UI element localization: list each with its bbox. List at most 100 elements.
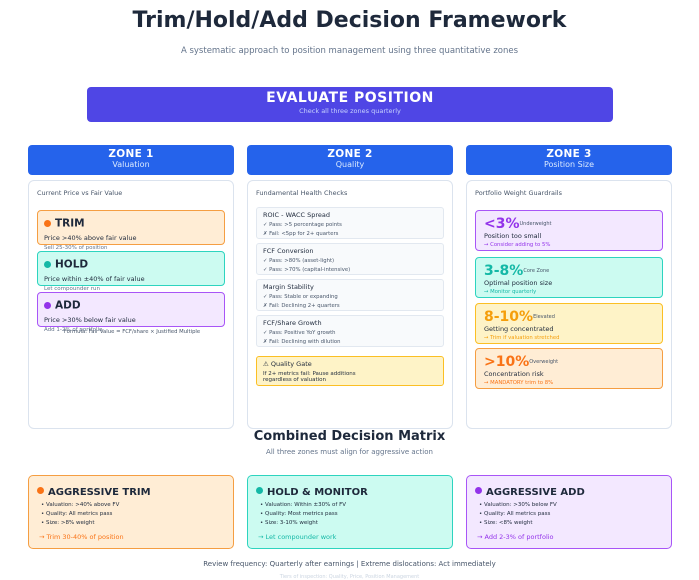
metric-title: FCF Conversion — [263, 247, 314, 255]
zone-2-header: ZONE 2 Quality — [247, 145, 453, 175]
matrix-title: Combined Decision Matrix — [253, 429, 446, 444]
metric-fcf-share-growth: FCF/Share Growth ✓ Pass: Positive YoY gr… — [256, 315, 444, 347]
size-action: → Trim if valuation stretched — [484, 335, 560, 341]
card-valuation: • Valuation: >40% above FV — [41, 502, 120, 508]
trim-action: Sell 25-30% of position — [44, 245, 108, 251]
valuation-panel-heading: Current Price vs Fair Value — [37, 189, 123, 197]
trim-zone-box: TRIM Price >40% above fair value Sell 25… — [37, 210, 225, 251]
size-desc: Getting concentrated — [484, 325, 554, 333]
size-pct: <3% — [484, 216, 520, 232]
zone-3-title: ZONE 3 — [546, 148, 592, 160]
zone-1-title: ZONE 1 — [108, 148, 154, 160]
card-title: HOLD & MONITOR — [267, 487, 368, 498]
size-elevated-box: 8-10%Elevated Getting concentrated → Tri… — [475, 303, 663, 344]
size-action: → MANDATORY trim to 8% — [484, 380, 554, 386]
metric-title: FCF/Share Growth — [263, 319, 322, 327]
zone-1-header: ZONE 1 Valuation — [28, 145, 234, 175]
quality-gate-text: If 2+ metrics fail: Pause additions — [263, 371, 356, 377]
quality-gate-text-2: regardless of valuation — [263, 377, 327, 383]
size-core-box: 3-8%Core Zone Optimal position size → Mo… — [475, 257, 663, 298]
size-action: → Monitor quarterly — [484, 289, 537, 295]
size-desc: Optimal position size — [484, 279, 553, 287]
matrix-subtitle: All three zones must align for aggressiv… — [266, 448, 433, 456]
metric-fail: ✗ Fail: Declining 2+ quarters — [263, 303, 340, 309]
zone-1-subtitle: Valuation — [112, 160, 150, 169]
zone-3-subtitle: Position Size — [543, 160, 595, 169]
page-subtitle: A systematic approach to position manage… — [180, 46, 519, 56]
teal-dot-icon — [44, 261, 51, 268]
size-desc: Position too small — [484, 232, 542, 240]
add-label: ADD — [55, 299, 81, 312]
size-pct: 3-8% — [484, 263, 524, 279]
size-tag: Core Zone — [523, 267, 550, 274]
card-action: → Add 2-3% of portfolio — [477, 533, 554, 541]
metric-title: Margin Stability — [263, 283, 314, 291]
card-valuation: • Valuation: Within ±30% of FV — [260, 502, 347, 508]
size-tag: Underweight — [519, 220, 552, 227]
hold-label: HOLD — [55, 258, 89, 271]
card-action: → Trim 30-40% of position — [39, 533, 124, 541]
add-action: Add 1-2% of portfolio — [44, 327, 103, 333]
quality-panel: Fundamental Health Checks ROIC - WACC Sp… — [247, 180, 453, 429]
orange-dot-icon — [37, 487, 44, 494]
zone-2-subtitle: Quality — [335, 160, 365, 169]
quality-gate-title: ⚠ Quality Gate — [263, 360, 312, 368]
zone-2-title: ZONE 2 — [327, 148, 373, 160]
card-size: • Size: 3-10% weight — [260, 520, 318, 526]
card-quality: • Quality: Most metrics pass — [260, 511, 338, 517]
size-tag: Overweight — [529, 358, 559, 365]
card-title: AGGRESSIVE ADD — [486, 487, 585, 498]
evaluate-subtitle: Check all three zones quarterly — [299, 107, 401, 115]
page-title: Trim/Hold/Add Decision Framework — [132, 8, 567, 33]
add-zone-box: ADD Price >30% below fair value Add 1-2%… — [37, 292, 225, 333]
quality-panel-heading: Fundamental Health Checks — [256, 189, 348, 197]
position-size-panel: Portfolio Weight Guardrails <3%Underweig… — [466, 180, 672, 429]
card-size: • Size: <8% weight — [479, 520, 533, 526]
aggressive-add-card: AGGRESSIVE ADD • Valuation: >30% below F… — [466, 475, 672, 549]
purple-dot-icon — [44, 302, 51, 309]
metric-fcf-conversion: FCF Conversion ✓ Pass: >80% (asset-light… — [256, 243, 444, 275]
purple-dot-icon — [475, 487, 482, 494]
card-size: • Size: >8% weight — [41, 520, 95, 526]
card-action: → Let compounder work — [258, 533, 337, 541]
card-quality: • Quality: All metrics pass — [41, 511, 113, 517]
valuation-panel: Current Price vs Fair Value TRIM Price >… — [28, 180, 234, 429]
size-pct: >10% — [484, 354, 530, 370]
metric-fail: ✗ Fail: Declining with dilution — [263, 339, 341, 345]
hold-monitor-card: HOLD & MONITOR • Valuation: Within ±30% … — [247, 475, 453, 549]
size-underweight-box: <3%Underweight Position too small → Cons… — [475, 210, 663, 251]
review-frequency-footer: Review frequency: Quarterly after earnin… — [203, 560, 496, 568]
metric-pass: ✓ Pass: >80% (asset-light) — [263, 258, 335, 264]
metric-title: ROIC - WACC Spread — [263, 211, 331, 219]
teal-dot-icon — [256, 487, 263, 494]
card-quality: • Quality: All metrics pass — [479, 511, 551, 517]
hold-rule: Price within ±40% of fair value — [44, 275, 145, 283]
metric-pass: ✓ Pass: >5 percentage points — [263, 222, 342, 228]
metric-pass-alt: ✓ Pass: >70% (capital-intensive) — [263, 267, 351, 273]
trim-rule: Price >40% above fair value — [44, 234, 137, 242]
metric-fail: ✗ Fail: <5pp for 2+ quarters — [263, 231, 339, 237]
metric-pass: ✓ Pass: Positive YoY growth — [263, 330, 336, 336]
size-action: → Consider adding to 5% — [484, 242, 551, 248]
fair-value-formula: Formula: Fair Value = FCF/share × Justif… — [63, 329, 201, 335]
metric-margin-stability: Margin Stability ✓ Pass: Stable or expan… — [256, 279, 444, 311]
metric-pass: ✓ Pass: Stable or expanding — [263, 294, 338, 300]
metric-roic-wacc: ROIC - WACC Spread ✓ Pass: >5 percentage… — [256, 207, 444, 239]
size-overweight-box: >10%Overweight Concentration risk → MAND… — [475, 348, 663, 389]
orange-dot-icon — [44, 220, 51, 227]
add-rule: Price >30% below fair value — [44, 316, 136, 324]
card-valuation: • Valuation: >30% below FV — [479, 502, 557, 508]
evaluate-title: EVALUATE POSITION — [266, 90, 434, 106]
zone-3-header: ZONE 3 Position Size — [466, 145, 672, 175]
size-pct: 8-10% — [484, 309, 534, 325]
hold-zone-box: HOLD Price within ±40% of fair value Let… — [37, 251, 225, 292]
evaluate-position-banner: EVALUATE POSITION Check all three zones … — [87, 87, 613, 122]
hold-action: Let compounder run — [44, 286, 100, 292]
trim-label: TRIM — [55, 217, 85, 230]
aggressive-trim-card: AGGRESSIVE TRIM • Valuation: >40% above … — [28, 475, 234, 549]
faint-footer-note: Tiers of inspection: Quality, Price, Pos… — [279, 574, 420, 580]
size-desc: Concentration risk — [484, 370, 544, 378]
size-tag: Elevated — [533, 313, 555, 320]
quality-gate-box: ⚠ Quality Gate If 2+ metrics fail: Pause… — [256, 356, 444, 386]
size-panel-heading: Portfolio Weight Guardrails — [475, 189, 562, 197]
